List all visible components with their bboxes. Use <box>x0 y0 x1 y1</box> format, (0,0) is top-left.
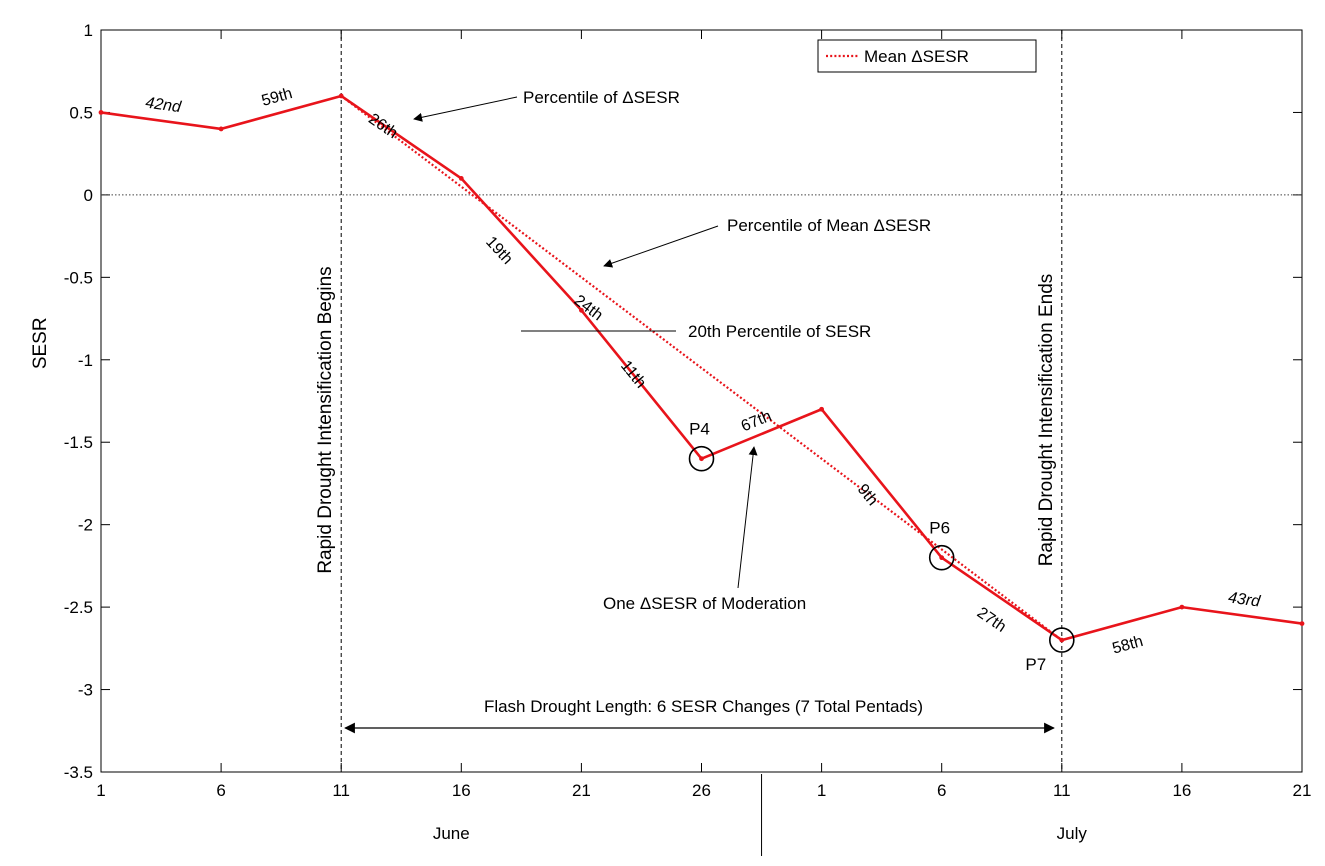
reference-lines: Rapid Drought Intensification Begins Rapi… <box>101 30 1302 772</box>
percentile-label: 59th <box>260 85 295 110</box>
vertical-marker-label: Rapid Drought Intensification Ends <box>1036 274 1057 567</box>
x-tick-label: 16 <box>1172 781 1191 800</box>
point-circle <box>928 544 955 571</box>
sesr-data-point <box>939 555 945 561</box>
point-label: P4 <box>689 420 710 439</box>
vertical-marker-label: Rapid Drought Intensification Begins <box>315 266 336 573</box>
arrow-moderation <box>737 446 758 589</box>
percentile-label: 43rd <box>1227 589 1262 610</box>
y-tick-label: -2 <box>78 516 93 535</box>
data-labels: 42nd 59th26th19th11th67th9th27th58th43rd2… <box>144 85 1262 674</box>
annotation-percentile-mean: Percentile of Mean ΔSESR <box>727 216 931 235</box>
mean-delta-sesr-line <box>340 95 1063 641</box>
sesr-data-point <box>819 406 824 412</box>
point-circle <box>688 445 715 472</box>
point-label: P6 <box>929 519 950 538</box>
x-tick-label: 21 <box>572 781 591 800</box>
y-tick-label: -3 <box>78 681 93 700</box>
sesr-series-line <box>100 94 1303 642</box>
y-tick-label: -1 <box>78 351 93 370</box>
point-label: P7 <box>1025 655 1046 674</box>
legend-box <box>817 39 1037 73</box>
axis-ticks: 10.50-0.5-1-1.5-2-2.5-3-3.51 6 11 16 21 26 1 6 1… <box>30 21 1311 856</box>
legend: Mean ΔSESR <box>817 39 1037 73</box>
x-tick-label: 1 <box>817 781 826 800</box>
annotations: Percentile of ΔSESR Percentile of Mean ΔS… <box>344 88 1055 734</box>
annotation-moderation: One ΔSESR of Moderation <box>603 594 806 613</box>
point-circle <box>1049 627 1075 653</box>
sesr-data-point <box>98 110 104 115</box>
x-tick-label: 1 <box>96 781 105 800</box>
y-tick-label: 1 <box>84 21 93 40</box>
y-tick-label: -2.5 <box>64 598 93 617</box>
y-axis-label: SESR <box>30 317 51 369</box>
sesr-data-point <box>699 456 704 462</box>
legend-label-mean: Mean ΔSESR <box>864 47 969 66</box>
y-tick-label: -0.5 <box>64 268 93 287</box>
x-tick-label: 26 <box>692 781 711 800</box>
plot-frame <box>100 29 1303 773</box>
x-tick-label: 21 <box>1293 781 1312 800</box>
arrow-percentile-delta <box>413 96 518 122</box>
annotation-flash-length: Flash Drought Length: 6 SESR Changes (7 … <box>484 697 923 716</box>
y-tick-label: 0 <box>84 186 93 205</box>
month-label-july: July <box>1057 824 1088 843</box>
sesr-data-point <box>579 307 584 313</box>
y-tick-label: -1.5 <box>64 433 93 452</box>
sesr-data-point <box>218 126 224 132</box>
x-tick-label: 6 <box>937 781 946 800</box>
arrow-percentile-mean <box>603 225 719 268</box>
sesr-data-point <box>1299 621 1305 626</box>
percentile-label: 27th <box>974 604 1009 636</box>
annotation-percentile-20: 20th Percentile of SESR <box>688 322 871 341</box>
month-label-june: June <box>433 824 470 843</box>
percentile-label: 58th <box>1111 633 1146 658</box>
percentile-label: 19th <box>482 234 516 268</box>
x-tick-label: 11 <box>332 781 350 800</box>
sesr-data-point <box>1179 604 1185 610</box>
series-group <box>98 93 1305 643</box>
sesr-data-point <box>458 176 464 181</box>
percentile-label: 42nd <box>144 94 183 116</box>
y-tick-label: -3.5 <box>64 763 93 782</box>
x-tick-label: 11 <box>1053 781 1071 800</box>
x-tick-label: 6 <box>216 781 225 800</box>
annotation-percentile-delta: Percentile of ΔSESR <box>523 88 680 107</box>
sesr-data-point <box>1059 637 1065 643</box>
y-tick-label: 0.5 <box>69 103 93 122</box>
x-tick-label: 16 <box>452 781 471 800</box>
